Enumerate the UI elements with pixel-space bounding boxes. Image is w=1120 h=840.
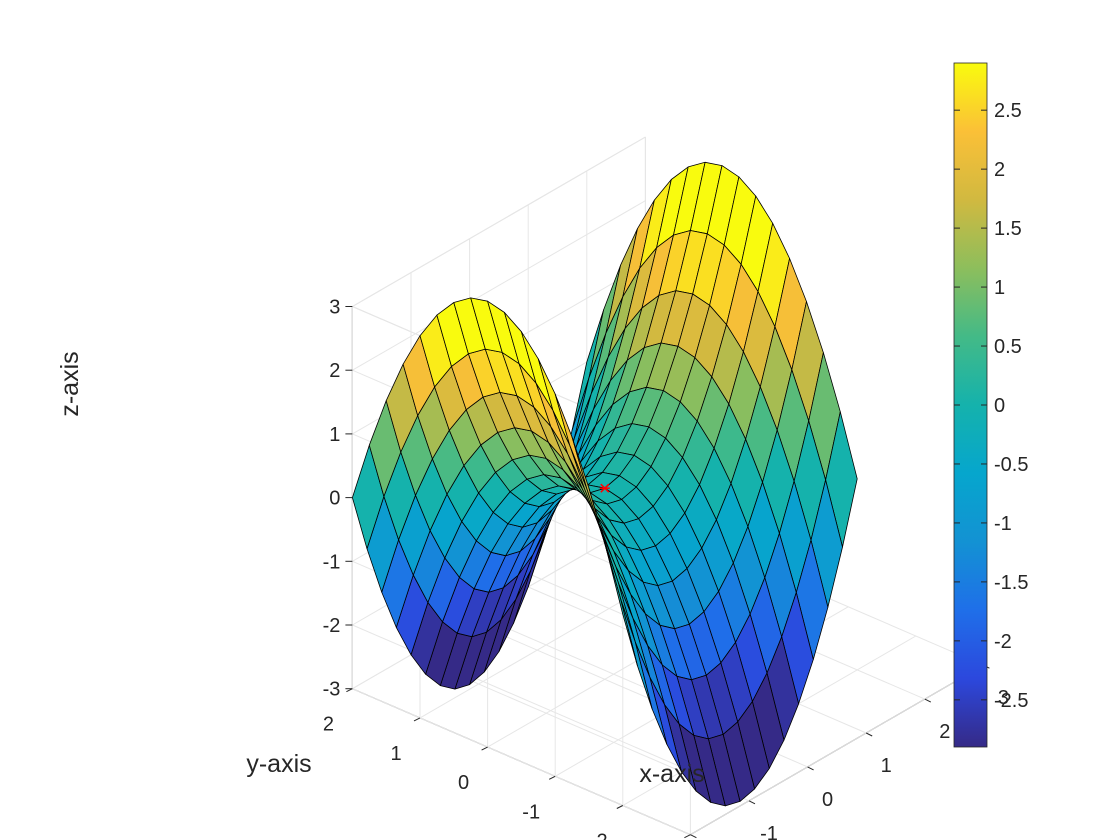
z-tick-label: 0 <box>329 488 340 510</box>
x-tick-label: -1 <box>760 823 778 840</box>
colorbar-tick-label: -0.5 <box>994 454 1028 476</box>
z-tick-label: -2 <box>323 615 341 637</box>
x-tick-label: 1 <box>881 755 892 777</box>
z-axis-label: z-axis <box>56 351 84 416</box>
surface-face <box>605 547 638 666</box>
z-tick-label: 2 <box>329 360 340 382</box>
colorbar-tick-label: 1 <box>994 277 1005 299</box>
colorbar-tick-label: 2.5 <box>994 100 1022 122</box>
colorbar: 2.5 2 1.5 1 0.5 0 -0.5 -1 -1.5 -2 -2.5 <box>953 62 1028 748</box>
colorbar-tick-label: -2 <box>994 631 1012 653</box>
z-tick-label: 3 <box>329 297 340 319</box>
y-tick-label: -2 <box>590 831 608 840</box>
colorbar-tick-label: -1 <box>994 513 1012 535</box>
marker-point <box>599 483 610 493</box>
x-tick-label: 0 <box>822 789 833 811</box>
x-tick-label: 3 <box>998 687 1009 709</box>
colorbar-tick-label: 2 <box>994 159 1005 181</box>
z-tick-label: -3 <box>323 679 341 701</box>
y-tick-label: -1 <box>522 801 540 823</box>
colorbar-tick-label: 0.5 <box>994 336 1022 358</box>
colorbar-tick-label: 0 <box>994 395 1005 417</box>
surface-mesh <box>351 161 858 807</box>
colorbar-tick-label: 1.5 <box>994 218 1022 240</box>
z-tick-label: 1 <box>329 424 340 446</box>
y-tick-label: 0 <box>458 772 469 794</box>
z-tick-label: -1 <box>323 551 341 573</box>
colorbar-tick-label: -1.5 <box>994 572 1028 594</box>
y-tick-label: 1 <box>390 743 401 765</box>
y-tick-label: 2 <box>323 714 334 736</box>
x-tick-label: 2 <box>939 721 950 743</box>
x-axis-label: x-axis <box>639 760 704 788</box>
colorbar-tick-label: -2.5 <box>994 690 1028 712</box>
y-axis-label: y-axis <box>246 750 311 778</box>
